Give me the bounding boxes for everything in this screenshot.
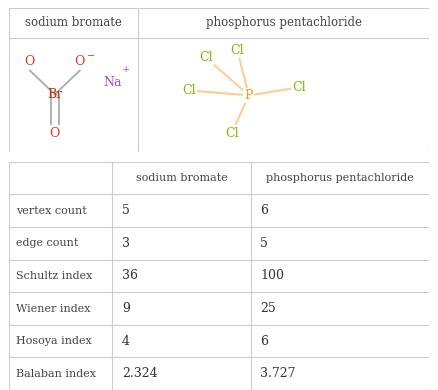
Text: Balaban index: Balaban index [17,369,96,379]
Text: 3.727: 3.727 [260,367,296,380]
Text: O: O [25,55,35,67]
Text: Na: Na [103,76,122,89]
Text: Wiener index: Wiener index [17,303,91,314]
Text: 5: 5 [260,237,268,250]
Text: Hosoya index: Hosoya index [17,336,92,346]
Text: phosphorus pentachloride: phosphorus pentachloride [266,173,414,183]
Text: sodium bromate: sodium bromate [25,16,122,29]
Text: 4: 4 [122,335,130,347]
Text: Cl: Cl [225,127,238,140]
Text: Cl: Cl [230,44,244,57]
Text: edge count: edge count [17,238,79,248]
Text: 6: 6 [260,204,268,217]
Text: Schultz index: Schultz index [17,271,93,281]
Text: 25: 25 [260,302,276,315]
Text: 36: 36 [122,269,138,282]
Text: 3: 3 [122,237,130,250]
Text: O: O [74,55,85,67]
Text: −: − [88,51,95,60]
Text: 9: 9 [122,302,130,315]
Text: Cl: Cl [183,84,196,97]
Text: phosphorus pentachloride: phosphorus pentachloride [206,16,362,29]
Text: +: + [122,66,130,74]
Text: sodium bromate: sodium bromate [136,173,227,183]
Text: P: P [245,89,253,102]
Text: 6: 6 [260,335,268,347]
Text: 5: 5 [122,204,130,217]
Text: 2.324: 2.324 [122,367,158,380]
Text: O: O [49,127,60,140]
Text: vertex count: vertex count [17,206,87,216]
Text: Cl: Cl [292,81,306,94]
Text: Cl: Cl [199,51,212,64]
Text: Br: Br [47,88,63,101]
Text: 100: 100 [260,269,284,282]
